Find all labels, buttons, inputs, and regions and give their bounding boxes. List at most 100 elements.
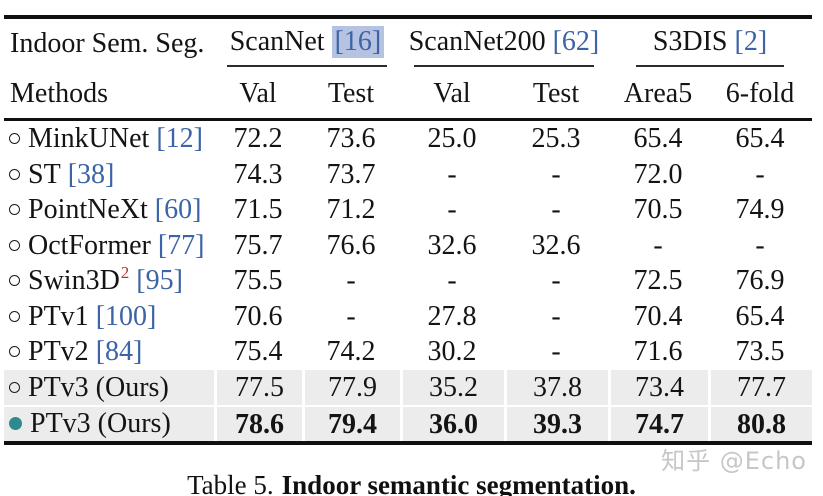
value-cell: - (551, 194, 561, 225)
header-methods-label: Methods (10, 77, 108, 109)
value-cell: 27.8 (427, 300, 477, 332)
value-cell: 76.9 (735, 265, 785, 296)
value-cell: - (653, 229, 663, 261)
subcolumn-header: Val (239, 77, 277, 109)
value-cell: 37.8 (504, 369, 608, 405)
column-span-rule (636, 65, 784, 67)
value-cell: 72.2 (233, 123, 283, 154)
value-cell: 39.3 (504, 405, 608, 441)
value-cell: 65.4 (735, 123, 785, 154)
method-cell: PTv2 [84] (4, 334, 214, 370)
value-cell: 70.6 (233, 300, 283, 332)
row-marker-icon (9, 381, 20, 393)
subcolumn-header: Val (433, 77, 471, 109)
value-cell: 71.5 (233, 194, 283, 225)
value-cell: 73.6 (326, 123, 376, 154)
method-cell: Swin3D 2 [95] (4, 263, 214, 299)
citation-link[interactable]: [12] (156, 123, 203, 154)
value-cell: - (346, 265, 356, 296)
table-caption: Table 5. Indoor semantic segmentation. (0, 470, 823, 496)
subcolumn-header: Test (532, 77, 580, 109)
value-cell: 32.6 (427, 229, 477, 261)
value-cell: 75.7 (233, 229, 283, 261)
column-span-rule (414, 65, 594, 67)
value-cell: - (447, 194, 457, 225)
method-cell: OctFormer [77] (4, 228, 214, 264)
group-label: S3DIS [2] (608, 19, 812, 65)
value-cell: 77.9 (302, 369, 400, 405)
row-marker-icon (9, 239, 20, 251)
group-header-scannet: ScanNet [16] (214, 19, 400, 69)
subcolumn-header: Test (327, 77, 375, 109)
citation-link[interactable]: [84] (95, 336, 143, 367)
table-row: Swin3D 2 [95] 75.5 - - - 72.5 76.9 (4, 263, 812, 299)
method-cell: ST [38] (4, 157, 214, 193)
caption-number: Table 5. (187, 470, 274, 496)
citation-link[interactable]: [62] (552, 26, 600, 57)
citation-link[interactable]: [2] (734, 26, 768, 57)
method-name: OctFormer (28, 229, 151, 261)
method-cell: PTv3 (Ours) (4, 369, 214, 405)
value-cell: - (755, 158, 765, 190)
table-rule-bottom (4, 440, 812, 445)
value-cell: 77.5 (214, 369, 302, 405)
value-cell: 70.5 (633, 194, 683, 225)
value-cell: 76.6 (326, 229, 376, 261)
group-header-scannet200: ScanNet200 [62] (400, 19, 608, 69)
value-cell: 73.7 (326, 158, 376, 190)
method-cell: PointNeXt [60] (4, 192, 214, 228)
value-cell: 78.6 (214, 405, 302, 441)
dataset-name: S3DIS (652, 26, 728, 57)
method-name: PTv3 (Ours) (28, 371, 169, 403)
method-name: PTv1 (28, 300, 89, 332)
method-name: PointNeXt (28, 194, 148, 225)
value-cell: 65.4 (633, 123, 683, 154)
citation-link[interactable]: [60] (154, 194, 202, 225)
table-row: PTv3 (Ours) 77.5 77.9 35.2 37.8 73.4 77.… (4, 369, 812, 405)
table-row: MinkUNet [12] 72.2 73.6 25.0 25.3 65.4 6… (4, 121, 812, 157)
value-cell: 77.7 (708, 369, 812, 405)
value-cell: 36.0 (400, 405, 504, 441)
citation-link[interactable]: [16] (331, 26, 385, 58)
value-cell: - (551, 336, 561, 367)
value-cell: 71.6 (633, 336, 683, 367)
value-cell: 65.4 (735, 300, 785, 332)
table-row: PTv3 (Ours) 78.6 79.4 36.0 39.3 74.7 80.… (4, 405, 812, 441)
watermark: 知乎 @Echo (661, 447, 807, 475)
value-cell: 70.4 (633, 300, 683, 332)
value-cell: - (551, 265, 561, 296)
row-marker-icon (9, 168, 20, 180)
value-cell: 79.4 (302, 405, 400, 441)
value-cell: 71.2 (326, 194, 376, 225)
value-cell: 74.9 (735, 194, 785, 225)
results-table: Indoor Sem. Seg. ScanNet [16] ScanNet200… (4, 15, 812, 445)
citation-link[interactable]: [38] (67, 158, 115, 190)
value-cell: 75.5 (233, 265, 283, 296)
method-cell: MinkUNet [12] (4, 121, 214, 157)
table-body: MinkUNet [12] 72.2 73.6 25.0 25.3 65.4 6… (4, 121, 812, 441)
value-cell: 72.5 (633, 265, 683, 296)
row-marker-icon (9, 346, 20, 358)
citation-link[interactable]: [95] (136, 265, 183, 296)
value-cell: 74.3 (233, 158, 283, 190)
value-cell: 80.8 (708, 405, 812, 441)
value-cell: - (346, 300, 356, 332)
method-name: Swin3D (28, 265, 120, 296)
value-cell: 75.4 (233, 336, 283, 367)
value-cell: 74.2 (326, 336, 376, 367)
table-row: OctFormer [77] 75.7 76.6 32.6 32.6 - - (4, 228, 812, 264)
table-rule-top (4, 15, 812, 19)
table-header-row-groups: Indoor Sem. Seg. ScanNet [16] ScanNet200… (4, 19, 812, 69)
subcolumn-header: Area5 (623, 77, 693, 109)
row-marker-icon (9, 133, 20, 145)
citation-link[interactable]: [77] (157, 229, 205, 261)
dataset-name: ScanNet200 (408, 26, 546, 57)
citation-link[interactable]: [100] (95, 300, 157, 332)
table-row: ST [38] 74.3 73.7 - - 72.0 - (4, 157, 812, 193)
caption-title: Indoor semantic segmentation. (281, 470, 636, 496)
method-name: MinkUNet (28, 123, 150, 154)
table-row: PTv1 [100] 70.6 - 27.8 - 70.4 65.4 (4, 299, 812, 335)
value-cell: 30.2 (427, 336, 477, 367)
header-task-label: Indoor Sem. Seg. (10, 28, 205, 59)
